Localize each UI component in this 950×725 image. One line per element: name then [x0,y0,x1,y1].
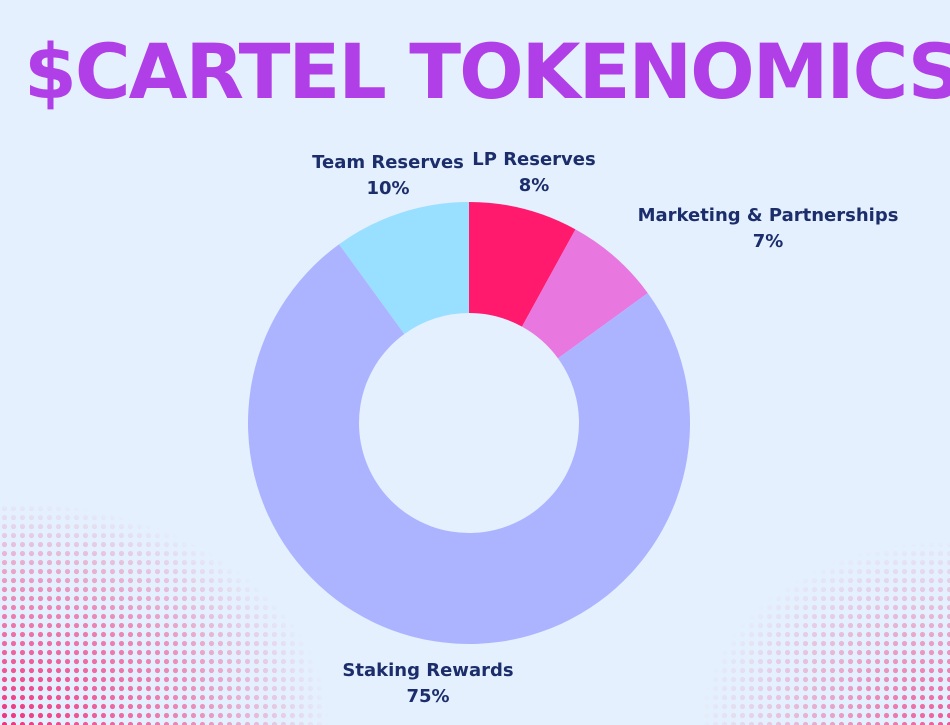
slice [248,244,690,644]
slice [469,202,576,327]
slice-value: 75% [406,686,449,707]
slice-value: 8% [519,175,550,196]
decor-dots [0,500,330,725]
decor-dots [700,540,950,725]
donut [248,202,690,644]
chart-title: $CARTEL TOKENOMICS [24,27,950,116]
slice [339,202,469,335]
slice-label: Marketing & Partnerships [638,205,899,226]
slice-value: 7% [753,231,784,252]
slice-label: Team Reserves [312,152,464,173]
slice-value: 10% [366,178,409,199]
slice-label: LP Reserves [472,149,595,170]
labels: LP Reserves 8% Marketing & Partnerships 7% S… [312,149,898,707]
slice [521,229,648,359]
slice-label: Staking Rewards [342,660,513,681]
